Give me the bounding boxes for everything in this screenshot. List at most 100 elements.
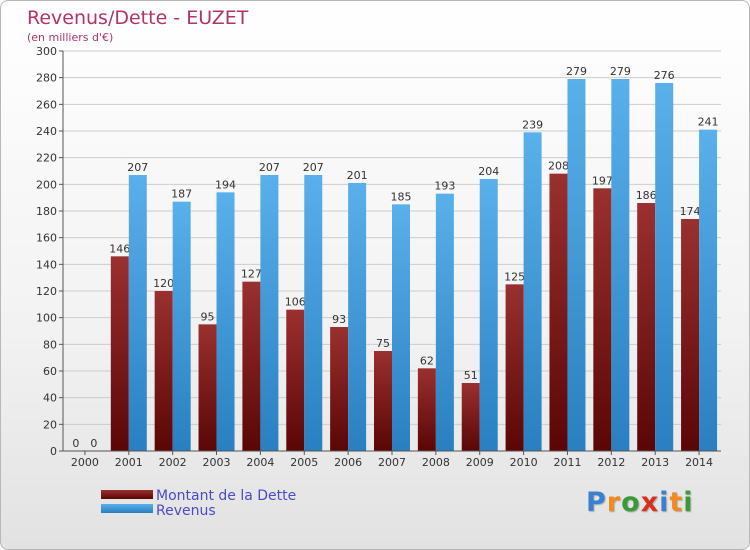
value-label: 0 [72,437,79,450]
value-label: 279 [566,65,587,78]
logo-letter: i [659,487,670,518]
x-tick-label: 2000 [71,456,99,469]
revenus-bar [128,175,147,451]
y-tick-label: 280 [36,72,57,85]
debt-bar [330,327,349,451]
logo-letter: i [683,487,694,518]
x-tick-label: 2012 [597,456,625,469]
y-tick-label: 240 [36,125,57,138]
y-tick-label: 40 [43,392,57,405]
x-tick-label: 2005 [290,456,318,469]
value-label: 174 [680,205,701,218]
revenus-bar [523,132,542,452]
chart-subtitle: (en milliers d'€) [27,31,113,44]
proxiti-logo: Proxiti [586,487,694,518]
legend-label-revenus: Revenus [156,503,216,519]
x-axis: 2000 2001 2002 2003 2004 2005 2006 2007 2008 2009… [63,450,721,469]
logo-letter: o [621,487,641,518]
value-label: 239 [522,118,543,131]
revenus-bar [304,175,323,451]
value-label: 51 [464,369,478,382]
value-label: 201 [347,169,368,182]
revenus-bar [260,175,279,451]
value-label: 62 [420,354,434,367]
revenus-bar [567,79,586,451]
revenus-bar [348,183,367,451]
revenus-bar [172,201,191,451]
value-label: 279 [610,65,631,78]
revenus-bar [699,129,718,451]
value-label: 207 [127,161,148,174]
y-tick-label: 100 [36,312,57,325]
value-label: 120 [153,277,174,290]
value-label: 187 [171,188,192,201]
debt-bar [505,284,524,451]
y-tick-label: 60 [43,365,57,378]
x-tick-label: 2004 [246,456,274,469]
value-label: 95 [201,310,215,323]
legend: Montant de la Dette Revenus [101,488,296,519]
x-tick-label: 2011 [553,456,581,469]
y-tick-label: 120 [36,285,57,298]
y-tick-label: 0 [50,445,57,458]
chart-title: Revenus/Dette - EUZET [27,7,249,29]
debt-bar [198,324,217,451]
x-tick-label: 2014 [685,456,713,469]
debt-bar [242,281,261,451]
x-tick-label: 2009 [466,456,494,469]
x-tick-label: 2008 [422,456,450,469]
value-label: 146 [109,242,130,255]
debt-bar [681,219,700,451]
debt-bar [461,383,480,451]
value-label: 0 [90,437,97,450]
revenus-bar [479,179,498,451]
revenus-bar [655,83,674,451]
legend-swatch-debt [101,490,153,499]
value-label: 207 [303,161,324,174]
y-tick-label: 180 [36,205,57,218]
debt-bar [593,188,612,452]
x-tick-label: 2013 [641,456,669,469]
debt-bar [286,309,305,451]
debt-bar [637,203,656,451]
value-label: 93 [332,313,346,326]
value-label: 276 [654,69,675,82]
logo-letter: r [606,487,622,518]
value-label: 186 [636,189,657,202]
bars: 0 0 146 207 120 187 95 194 127 207 106 207 93 201 75 18… [72,65,719,452]
x-tick-label: 2007 [378,456,406,469]
y-tick-label: 20 [43,418,57,431]
y-tick-label: 160 [36,232,57,245]
value-label: 208 [548,160,569,173]
logo-letter: P [586,487,607,518]
debt-bar [549,173,568,451]
legend-label-debt: Montant de la Dette [156,488,296,504]
x-tick-label: 2003 [203,456,231,469]
y-tick-label: 260 [36,98,57,111]
y-tick-label: 140 [36,258,57,271]
debt-bar [374,351,392,451]
y-tick-label: 200 [36,178,57,191]
value-label: 204 [478,165,499,178]
value-label: 193 [434,180,455,193]
x-tick-label: 2001 [115,456,143,469]
y-tick-label: 300 [36,45,57,58]
x-tick-label: 2010 [510,456,538,469]
value-label: 106 [285,296,306,309]
revenus-bar [216,192,235,452]
logo-letter: x [640,487,660,518]
revenus-bar [435,193,454,451]
y-axis: 0 20 40 60 80 100 120 140 160 180 200 220 240 260 280 3… [36,45,64,458]
revenus-bar [611,79,630,451]
value-label: 194 [215,178,236,191]
legend-swatch-revenus [101,504,153,513]
value-label: 125 [504,270,525,283]
debt-bar [154,291,173,451]
revenus-bar [392,204,410,451]
x-tick-label: 2006 [334,456,362,469]
x-tick-label: 2002 [159,456,187,469]
y-tick-label: 80 [43,338,57,351]
y-tick-label: 220 [36,152,57,165]
